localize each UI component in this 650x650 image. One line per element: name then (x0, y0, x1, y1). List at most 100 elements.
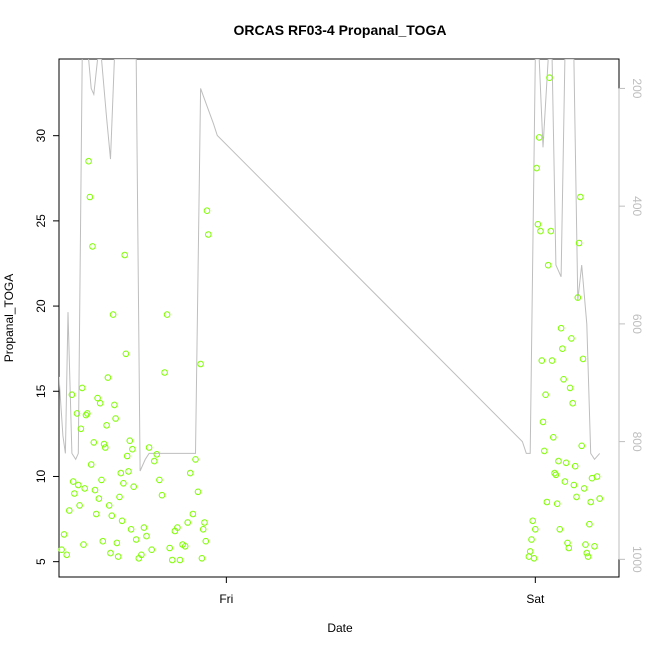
data-point (112, 415, 119, 422)
data-point (103, 422, 110, 429)
data-point (192, 456, 199, 463)
data-point (82, 411, 90, 419)
data-point (78, 384, 86, 392)
data-point (579, 355, 587, 363)
data-point (120, 480, 127, 487)
data-point (108, 512, 116, 520)
data-point (151, 457, 158, 465)
data-point (176, 556, 184, 564)
data-point (530, 555, 538, 562)
data-point (104, 374, 112, 381)
data-point (548, 357, 556, 364)
data-point (117, 469, 125, 477)
data-point (203, 207, 211, 214)
data-point (129, 445, 136, 453)
data-point (81, 485, 88, 492)
y2-tick-label: 400 (630, 196, 644, 216)
data-point (118, 517, 126, 525)
x-tick-label: Fri (219, 592, 233, 606)
data-point (138, 551, 145, 559)
data-point (94, 394, 101, 402)
data-point (557, 324, 565, 332)
data-point (596, 495, 604, 502)
data-point (532, 526, 539, 533)
data-point (93, 510, 100, 518)
data-point (542, 391, 549, 399)
data-point (568, 335, 575, 342)
data-point (90, 439, 98, 446)
y-tick-label: 30 (34, 129, 48, 143)
y-axis-left: 5 10 15 20 25 30 (34, 129, 60, 565)
data-point (570, 481, 578, 489)
data-point (66, 507, 73, 514)
data-point (591, 543, 598, 550)
data-point (63, 551, 70, 559)
data-point (126, 437, 134, 445)
data-point (87, 461, 95, 468)
data-point (580, 485, 588, 492)
data-point (60, 531, 68, 538)
y2-tick-label: 800 (630, 432, 644, 452)
data-point (109, 311, 117, 318)
data-point (559, 345, 566, 353)
data-point (85, 157, 92, 165)
data-point (71, 490, 78, 497)
data-point (113, 539, 121, 547)
data-point (574, 294, 582, 301)
data-point (569, 399, 577, 407)
y-tick-label: 20 (34, 299, 48, 313)
data-point (555, 457, 562, 465)
data-point (537, 227, 544, 235)
data-point (583, 549, 591, 557)
x-tick-label: Sat (526, 592, 545, 606)
data-point (534, 221, 542, 228)
data-point (573, 493, 580, 501)
data-point (551, 469, 558, 477)
data-point (77, 425, 85, 433)
data-point (201, 519, 208, 526)
data-point (577, 193, 584, 201)
line-series (59, 59, 601, 472)
data-point (114, 553, 122, 560)
data-point (111, 401, 118, 409)
data-point (121, 251, 128, 259)
data-point (202, 537, 210, 545)
data-point (571, 462, 579, 470)
data-point (68, 391, 76, 399)
data-point (130, 483, 137, 491)
data-point (199, 526, 207, 533)
data-point (166, 544, 173, 552)
y2-tick-label: 1000 (630, 546, 644, 573)
data-point (187, 469, 194, 477)
data-point (156, 476, 163, 484)
y2-tick-label: 200 (630, 78, 644, 98)
data-point (148, 546, 155, 554)
data-point (122, 350, 130, 358)
data-point (174, 524, 181, 531)
data-point (582, 541, 589, 548)
data-point (116, 493, 123, 501)
data-point (541, 447, 548, 455)
data-point (556, 526, 564, 533)
data-point (86, 193, 94, 201)
data-point (560, 376, 567, 383)
data-point (158, 491, 166, 499)
y-tick-label: 25 (34, 214, 48, 228)
y-axis-label: Propanal_TOGA (2, 274, 16, 363)
data-point (89, 243, 96, 250)
data-point (575, 239, 583, 247)
data-point (96, 399, 104, 407)
point-series (58, 74, 604, 564)
data-point (194, 488, 202, 496)
data-point (584, 553, 592, 560)
data-point (132, 536, 140, 543)
y-axis-right: 200 400 600 800 1000 (618, 78, 644, 573)
data-point (547, 227, 555, 235)
y-tick-label: 10 (34, 469, 48, 483)
data-point (553, 500, 561, 508)
data-point (552, 471, 560, 479)
data-point (145, 444, 153, 451)
plot-area (58, 58, 620, 578)
data-point (125, 468, 132, 475)
y-tick-label: 15 (34, 384, 48, 398)
